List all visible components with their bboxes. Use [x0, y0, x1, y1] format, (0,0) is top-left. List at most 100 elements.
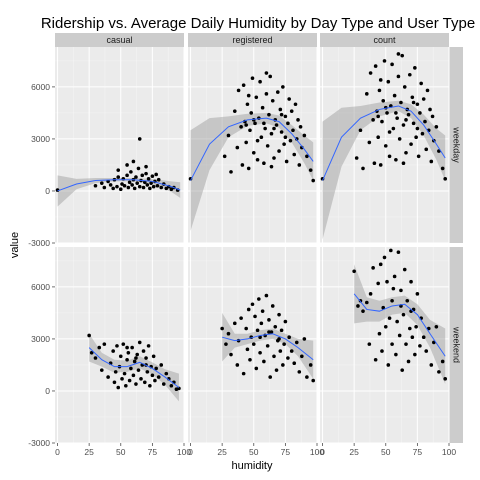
data-point — [246, 307, 251, 312]
data-point — [262, 121, 266, 126]
data-point — [130, 183, 134, 187]
smooth-line — [222, 333, 314, 361]
data-point — [404, 342, 408, 346]
x-tick-label: 100 — [177, 447, 191, 457]
data-point — [144, 356, 148, 360]
data-point — [275, 90, 280, 94]
data-point — [368, 292, 373, 296]
data-point — [224, 342, 228, 346]
data-point — [395, 319, 399, 324]
data-point — [272, 156, 276, 160]
x-tick-label: 25 — [349, 447, 359, 457]
data-point — [89, 351, 94, 355]
data-point — [371, 266, 375, 270]
data-point — [137, 137, 142, 141]
data-point — [361, 166, 365, 171]
x-tick-label: 0 — [55, 447, 60, 457]
data-point — [378, 78, 383, 82]
data-point — [255, 157, 260, 162]
data-point — [154, 366, 158, 371]
data-point — [391, 126, 396, 131]
data-point — [387, 154, 392, 159]
data-point — [169, 187, 174, 192]
data-point — [169, 383, 174, 388]
data-point — [122, 371, 127, 376]
data-point — [226, 331, 231, 336]
data-point — [277, 312, 281, 317]
data-point — [120, 377, 124, 381]
data-point — [283, 319, 288, 324]
data-point — [387, 130, 392, 134]
data-point — [367, 140, 372, 145]
data-point — [270, 98, 275, 103]
panel-weekend-count — [320, 247, 450, 444]
data-point — [377, 88, 382, 93]
data-point — [308, 363, 313, 367]
confidence-band — [354, 264, 446, 385]
data-point — [294, 137, 299, 141]
data-point — [382, 59, 387, 63]
data-point — [391, 286, 396, 291]
data-point — [283, 114, 288, 119]
data-point — [430, 114, 435, 119]
data-point — [151, 354, 156, 359]
data-point — [277, 337, 281, 341]
data-point — [418, 111, 422, 115]
data-point — [267, 112, 271, 117]
data-point — [297, 370, 302, 374]
data-point — [254, 366, 259, 371]
data-point — [402, 267, 407, 272]
data-point — [229, 352, 233, 357]
data-point — [397, 333, 402, 338]
data-point — [141, 349, 146, 353]
data-point — [268, 74, 273, 79]
data-point — [250, 76, 255, 81]
smooth-line — [322, 105, 446, 181]
data-point — [386, 79, 391, 84]
data-point — [437, 370, 441, 374]
data-point — [253, 121, 257, 126]
data-point — [161, 382, 166, 386]
data-point — [399, 100, 403, 105]
data-point — [407, 326, 412, 331]
data-point — [136, 166, 141, 171]
strip-label-registered: registered — [232, 35, 272, 45]
data-point — [267, 318, 271, 322]
data-point — [126, 351, 131, 355]
data-point — [277, 149, 281, 153]
data-point — [419, 81, 423, 86]
panel-background — [55, 247, 184, 443]
data-point — [278, 349, 283, 353]
data-point — [125, 173, 129, 178]
data-point — [300, 354, 304, 359]
data-point — [106, 375, 110, 379]
smooth-line — [57, 179, 181, 192]
data-point — [244, 123, 248, 127]
confidence-band — [322, 100, 446, 240]
y-axis-title: value — [9, 232, 21, 258]
data-point — [397, 137, 402, 141]
data-point — [434, 324, 439, 329]
data-point — [410, 95, 415, 100]
data-point — [269, 330, 274, 334]
confidence-band — [190, 112, 314, 231]
y-tick-label: -3000 — [28, 438, 50, 448]
data-point — [245, 102, 250, 107]
data-point — [118, 354, 123, 359]
data-point — [125, 345, 129, 350]
data-point — [390, 342, 394, 346]
y-tick-label: 0 — [45, 386, 50, 396]
data-point — [361, 309, 365, 313]
data-point — [116, 168, 121, 172]
data-point — [250, 302, 255, 307]
data-point — [259, 135, 264, 139]
data-point — [164, 371, 169, 376]
data-point — [229, 170, 233, 174]
smooth-line — [88, 347, 180, 388]
data-point — [253, 314, 257, 319]
data-point — [134, 356, 138, 360]
data-point — [404, 151, 408, 155]
data-point — [382, 255, 387, 260]
data-point — [281, 363, 285, 367]
